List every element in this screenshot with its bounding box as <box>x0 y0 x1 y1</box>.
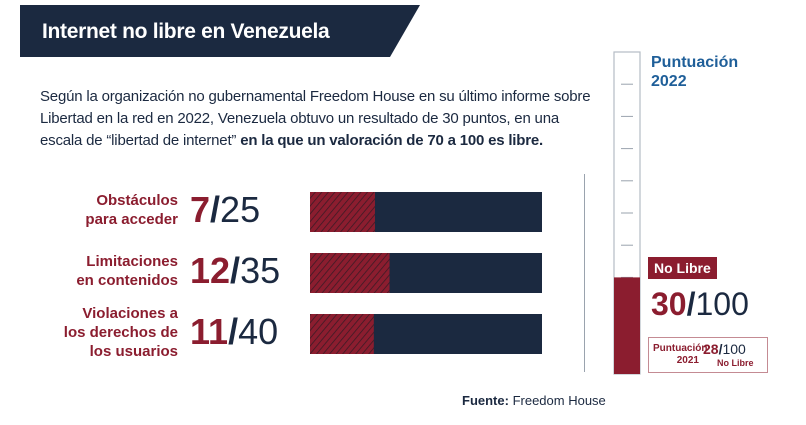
category-score-value: 12 <box>190 250 231 291</box>
previous-score-separator: / <box>718 341 723 357</box>
category-label-line: los derechos de <box>63 323 178 341</box>
category-label-line: los usuarios <box>89 342 178 360</box>
title-banner: Internet no libre en Venezuela <box>20 5 420 57</box>
source-value: Freedom House <box>512 393 606 408</box>
previous-score-label: Puntuación 2021 <box>653 343 708 366</box>
bar-fill <box>310 314 374 354</box>
category-score: 12/35 <box>190 251 280 291</box>
category-score-separator: / <box>228 311 239 352</box>
vertical-divider <box>584 174 585 372</box>
intro-text: Según la organización no gubernamental F… <box>40 88 591 149</box>
page-title: Internet no libre en Venezuela <box>42 20 330 43</box>
category-score-max: 25 <box>220 189 261 230</box>
source-note: Fuente: Freedom House <box>462 393 606 408</box>
total-score-value: 30 <box>651 286 687 322</box>
category-score: 11/40 <box>190 312 278 352</box>
total-score-max: 100 <box>695 286 749 322</box>
gauge-fill <box>614 277 640 374</box>
previous-score: 28/100 <box>703 341 746 357</box>
category-label: Violaciones a los derechos de los usuarios <box>64 304 178 361</box>
previous-score-box: Puntuación 2021 28/100 No Libre <box>648 337 768 373</box>
gauge-title: Puntuación 2022 <box>651 53 738 91</box>
category-score-value: 7 <box>190 189 211 230</box>
category-label-line: para acceder <box>85 211 178 228</box>
category-label-line: en contenidos <box>76 272 178 289</box>
category-score-separator: / <box>210 189 221 230</box>
category-score-separator: / <box>230 250 241 291</box>
category-score-value: 11 <box>190 311 229 352</box>
total-score: 30/100 <box>651 286 749 322</box>
bar-chart <box>310 192 542 354</box>
category-score-max: 35 <box>240 250 281 291</box>
category-score: 7/25 <box>190 190 260 230</box>
gauge-title-line-2: 2022 <box>651 73 687 90</box>
intro-paragraph: Según la organización no gubernamental F… <box>40 86 600 152</box>
previous-status: No Libre <box>717 358 754 368</box>
category-label-line: Limitaciones <box>86 253 178 270</box>
category-label: Obstáculos para acceder <box>85 191 178 229</box>
category-score-max: 40 <box>238 311 279 352</box>
previous-score-value: 28 <box>703 341 719 357</box>
total-score-separator: / <box>686 286 696 322</box>
category-label-line: Obstáculos <box>96 192 178 209</box>
bar-fill <box>310 192 375 232</box>
category-label-line: Violaciones a <box>82 304 178 322</box>
source-label: Fuente: <box>462 393 509 408</box>
previous-score-max: 100 <box>722 341 746 357</box>
title-banner-shape <box>20 5 420 57</box>
bar-fill <box>310 253 390 293</box>
status-badge: No Libre <box>648 257 717 279</box>
category-label: Limitaciones en contenidos <box>76 252 178 290</box>
score-gauge <box>613 51 641 375</box>
gauge-title-line-1: Puntuación <box>651 54 739 71</box>
intro-highlight: en la que un valoración de 70 a 100 es l… <box>240 132 543 149</box>
